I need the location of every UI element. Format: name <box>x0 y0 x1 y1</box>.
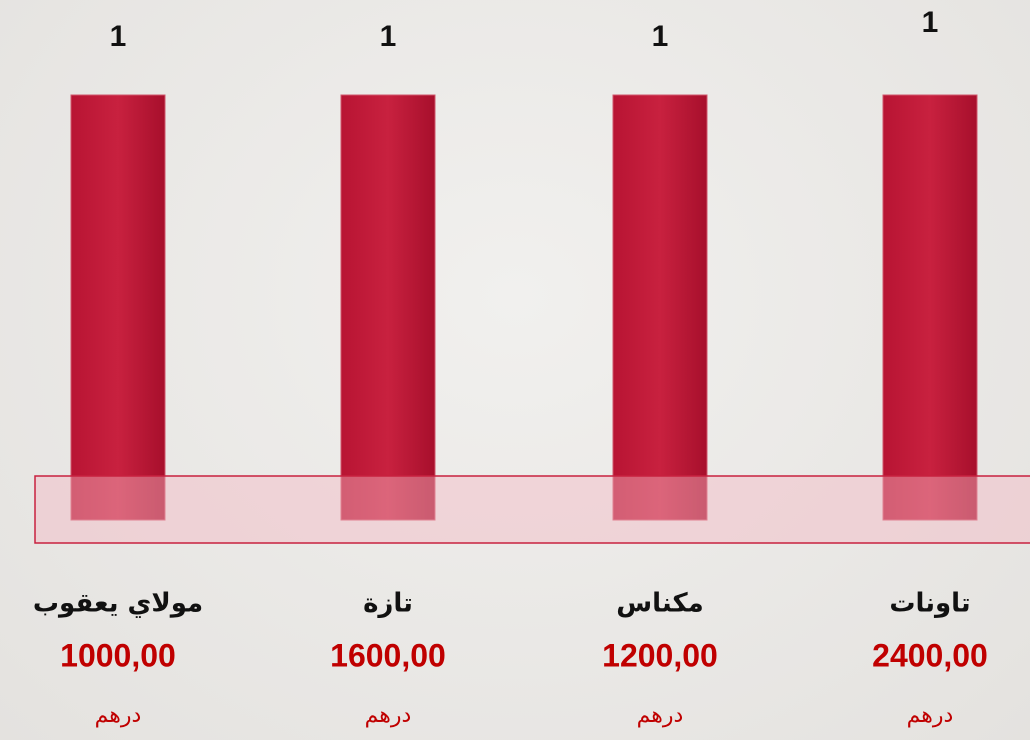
value-label: 1 <box>110 20 127 53</box>
currency-label: درهم <box>907 703 954 728</box>
labels: 1 مولاي يعقوب 1000,00 درهم 1 تازة 1600,00 درهم 1… <box>33 6 988 728</box>
currency-label: درهم <box>365 703 412 728</box>
bar <box>70 94 166 521</box>
value-label: 1 <box>380 20 397 53</box>
value-label: 1 <box>652 20 669 53</box>
bars <box>70 94 978 521</box>
bar <box>612 94 708 521</box>
amount-label: 2400,00 <box>872 637 988 673</box>
category-label: تاونات <box>889 589 970 619</box>
category-label: مكناس <box>616 589 703 619</box>
amount-label: 1200,00 <box>602 637 718 673</box>
bar <box>340 94 436 521</box>
category-label: مولاي يعقوب <box>33 589 203 619</box>
bar <box>882 94 978 521</box>
platform <box>34 475 1030 544</box>
amount-label: 1600,00 <box>330 637 446 673</box>
category-label: تازة <box>363 589 413 619</box>
value-label: 1 <box>922 6 939 39</box>
currency-label: درهم <box>95 703 142 728</box>
amount-label: 1000,00 <box>60 637 176 673</box>
currency-label: درهم <box>637 703 684 728</box>
